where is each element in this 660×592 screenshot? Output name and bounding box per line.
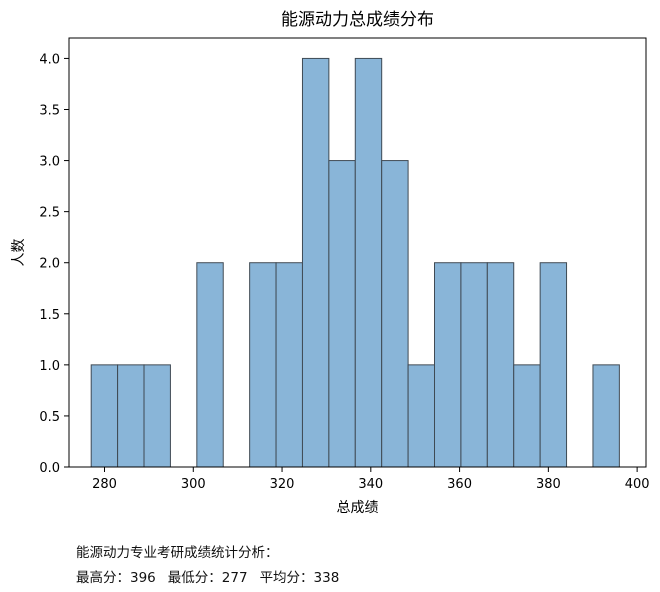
histogram-bar-7 <box>275 262 303 468</box>
y-tick-label: 4.0 <box>39 52 60 67</box>
x-tick-label: 300 <box>181 477 206 492</box>
x-tick-label: 400 <box>625 477 650 492</box>
y-tick-label: 1.5 <box>39 308 60 323</box>
average-score: 平均分：338 <box>259 570 340 586</box>
y-tick-label: 1.0 <box>39 359 60 374</box>
histogram-bar-1 <box>117 364 145 468</box>
histogram-bar-11 <box>381 160 409 468</box>
histogram-bar-0 <box>90 364 119 468</box>
histogram-bar-2 <box>143 364 171 468</box>
histogram-bar-19 <box>592 364 620 468</box>
histogram-bar-8 <box>301 57 330 468</box>
y-tick-label: 2.5 <box>39 206 60 221</box>
histogram-bar-16 <box>513 364 541 468</box>
histogram-bar-12 <box>407 364 436 468</box>
x-tick-label: 340 <box>358 477 383 492</box>
histogram-bar-15 <box>486 262 515 468</box>
y-tick-label: 3.5 <box>39 104 60 119</box>
histogram-bar-10 <box>354 57 383 468</box>
y-tick-label: 0.0 <box>39 461 60 476</box>
x-axis-label: 总成绩 <box>337 500 379 516</box>
histogram-bar-14 <box>460 262 488 468</box>
histogram-bar-9 <box>328 160 356 468</box>
x-tick-label: 360 <box>447 477 472 492</box>
summary-stats: 最高分：396 最低分：277 平均分：338 <box>76 566 339 586</box>
histogram-bar-6 <box>249 262 277 468</box>
chart-title: 能源动力总成绩分布 <box>281 10 434 30</box>
x-tick-label: 280 <box>92 477 117 492</box>
x-tick-label: 380 <box>536 477 561 492</box>
y-tick-label: 3.0 <box>39 155 60 170</box>
histogram-chart: 280 300 320 340 360 380 400 0.0 0.5 1.0 1.5 2.0 2.5… <box>11 10 650 516</box>
y-axis-label: 人数 <box>11 239 27 267</box>
x-tick-label: 320 <box>270 477 295 492</box>
plot-frame <box>68 37 647 468</box>
summary-heading: 能源动力专业考研成绩统计分析： <box>76 545 279 561</box>
bars-layer <box>90 57 620 468</box>
y-tick-label: 2.0 <box>39 257 60 272</box>
y-axis-ticks: 0.0 0.5 1.0 1.5 2.0 2.5 3.0 3.5 4.0 <box>39 52 69 476</box>
x-axis-ticks: 280 300 320 340 360 380 400 <box>92 467 650 492</box>
y-tick-label: 0.5 <box>39 410 60 425</box>
histogram-bar-17 <box>539 262 568 468</box>
min-score: 最低分：277 <box>167 570 248 586</box>
histogram-bar-4 <box>196 262 224 468</box>
histogram-bar-13 <box>434 262 462 468</box>
max-score: 最高分：396 <box>76 570 156 586</box>
